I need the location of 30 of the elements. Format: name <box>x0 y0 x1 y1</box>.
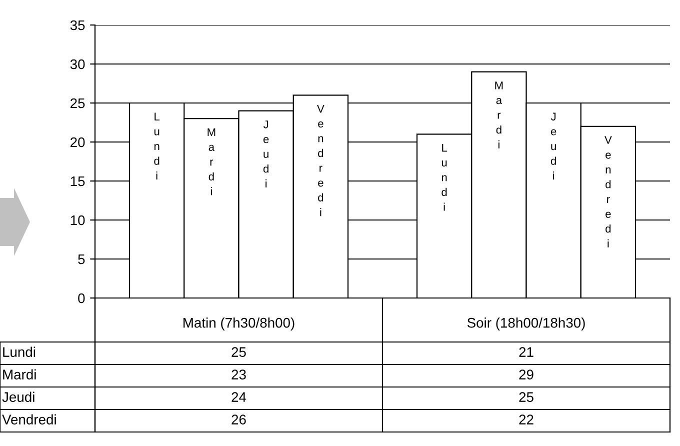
series-label: Jeudi <box>263 120 269 188</box>
text: Mardi <box>208 128 216 196</box>
series-label: Lundi <box>154 112 160 180</box>
data-label: 22 <box>519 414 534 424</box>
y-tick-label: 30 <box>70 59 85 70</box>
data-label: 23 <box>232 370 246 380</box>
y-tick-label: 20 <box>70 137 85 148</box>
data-label: 26 <box>232 414 246 424</box>
data-label: 29 <box>519 370 534 380</box>
y-tick-label: 15 <box>70 176 85 186</box>
text: Mardi <box>3 369 36 380</box>
y-tick-label: 35 <box>70 20 85 30</box>
data-label: 21 <box>519 347 534 357</box>
text: Lundi <box>442 144 448 211</box>
x-tick-label: Soir (18h00/18h30) <box>467 318 585 330</box>
text: Jeudi <box>2 392 34 402</box>
y-tick-label: 5 <box>78 254 85 264</box>
series-label: Vendredi <box>604 136 612 248</box>
series-label: Mardi <box>495 82 503 148</box>
x-tick-label: Matin (7h30/8h00) <box>184 318 294 330</box>
text: Lundi <box>3 346 36 357</box>
y-tick-label: 0 <box>78 293 85 304</box>
data-label: 25 <box>232 347 246 357</box>
data-label: 25 <box>519 392 534 402</box>
text: Jeudi <box>550 112 556 180</box>
y-tick-label: 10 <box>70 215 85 226</box>
text: Vendredi <box>317 104 324 216</box>
data-label: 24 <box>232 392 246 402</box>
y-tick-label: 25 <box>70 98 85 108</box>
text: Vendredi <box>2 414 56 424</box>
